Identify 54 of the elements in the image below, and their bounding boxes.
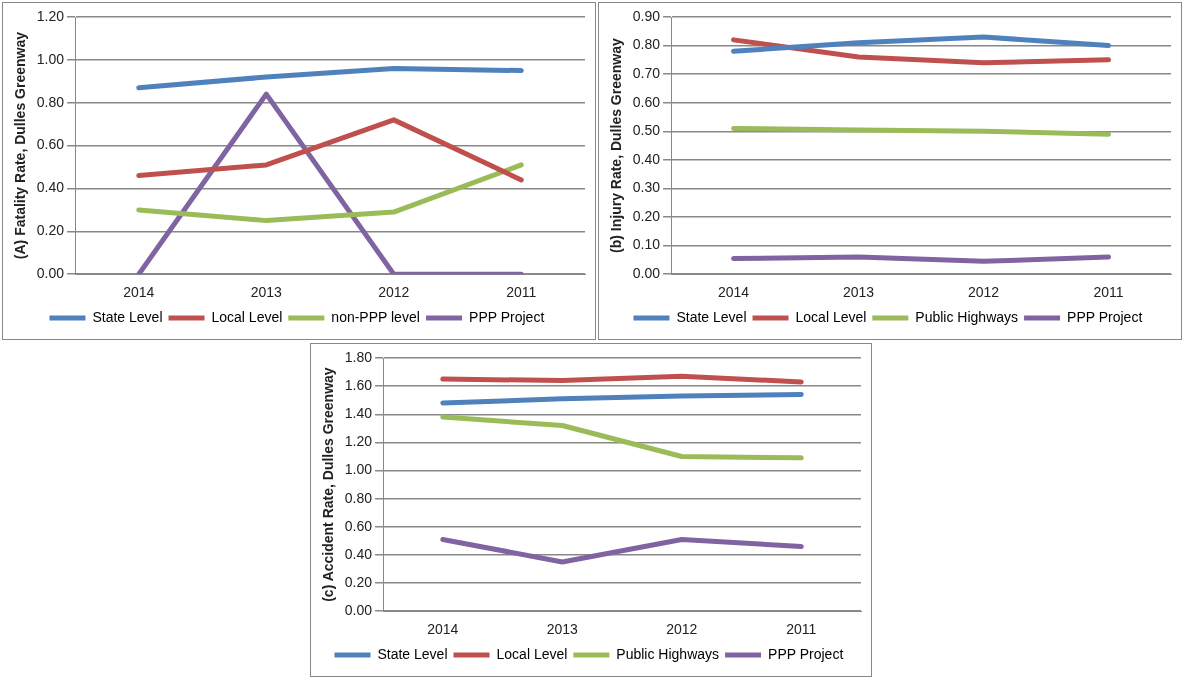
y-tick-label: 0.60 [36, 136, 65, 153]
legend-label: State Level [377, 645, 448, 662]
y-tick-label: 1.60 [344, 376, 373, 393]
y-axis-title: (c) Accident Rate, Dulles Greenway [320, 367, 337, 602]
y-axis-title: (b) Injury Rate, Dulles Greenway [608, 38, 625, 253]
y-tick-label: 0.10 [632, 236, 661, 253]
legend-label: State Level [676, 308, 747, 325]
y-tick-label: 0.70 [632, 65, 661, 82]
y-tick-label: 1.00 [36, 50, 65, 67]
y-tick-label: 0.20 [632, 207, 661, 224]
x-tick-label: 2014 [427, 621, 459, 638]
legend-label: Local Level [211, 308, 283, 325]
y-tick-label: 0.90 [632, 7, 661, 24]
x-tick-label: 2013 [250, 284, 283, 301]
y-tick-label: 1.00 [344, 461, 373, 478]
legend-label: Local Level [496, 645, 568, 662]
x-tick-label: 2014 [123, 284, 155, 301]
x-tick-label: 2011 [786, 621, 817, 638]
y-tick-label: 1.80 [344, 348, 373, 365]
y-tick-label: 0.20 [344, 573, 373, 590]
x-tick-label: 2012 [666, 621, 698, 638]
legend-label: non-PPP level [331, 308, 420, 325]
x-tick-label: 2014 [717, 284, 750, 301]
legend-label: PPP Project [1067, 308, 1143, 325]
y-tick-label: 0.80 [344, 489, 373, 506]
y-tick-label: 0.80 [632, 36, 661, 53]
x-tick-label: 2011 [1093, 284, 1124, 301]
y-tick-label: 0.00 [344, 602, 373, 619]
legend-label: Local Level [795, 308, 867, 325]
y-tick-label: 0.50 [632, 122, 661, 139]
y-tick-label: 1.40 [344, 405, 373, 422]
x-tick-label: 2013 [546, 621, 579, 638]
y-tick-label: 0.60 [632, 93, 661, 110]
x-tick-label: 2013 [842, 284, 875, 301]
legend-label: State Level [92, 308, 163, 325]
y-tick-label: 0.40 [632, 150, 661, 167]
x-tick-label: 2012 [967, 284, 1000, 301]
y-tick-label: 0.00 [632, 265, 661, 282]
legend-label: Public Highways [915, 308, 1019, 325]
x-tick-label: 2012 [378, 284, 410, 301]
y-tick-label: 0.20 [36, 222, 65, 239]
x-tick-label: 2011 [506, 284, 537, 301]
legend-label: Public Highways [616, 645, 720, 662]
legend-label: PPP Project [469, 308, 545, 325]
y-axis-title: (A) Fatality Rate, Dulles Greenway [12, 31, 29, 260]
legend-label: PPP Project [768, 645, 844, 662]
y-tick-label: 0.00 [36, 265, 65, 282]
y-tick-label: 1.20 [36, 7, 65, 24]
y-tick-label: 0.30 [632, 179, 661, 196]
y-tick-label: 0.40 [344, 545, 373, 562]
y-tick-label: 0.80 [36, 93, 65, 110]
y-tick-label: 0.40 [36, 179, 65, 196]
y-tick-label: 1.20 [344, 433, 373, 450]
y-tick-label: 0.60 [344, 517, 373, 534]
